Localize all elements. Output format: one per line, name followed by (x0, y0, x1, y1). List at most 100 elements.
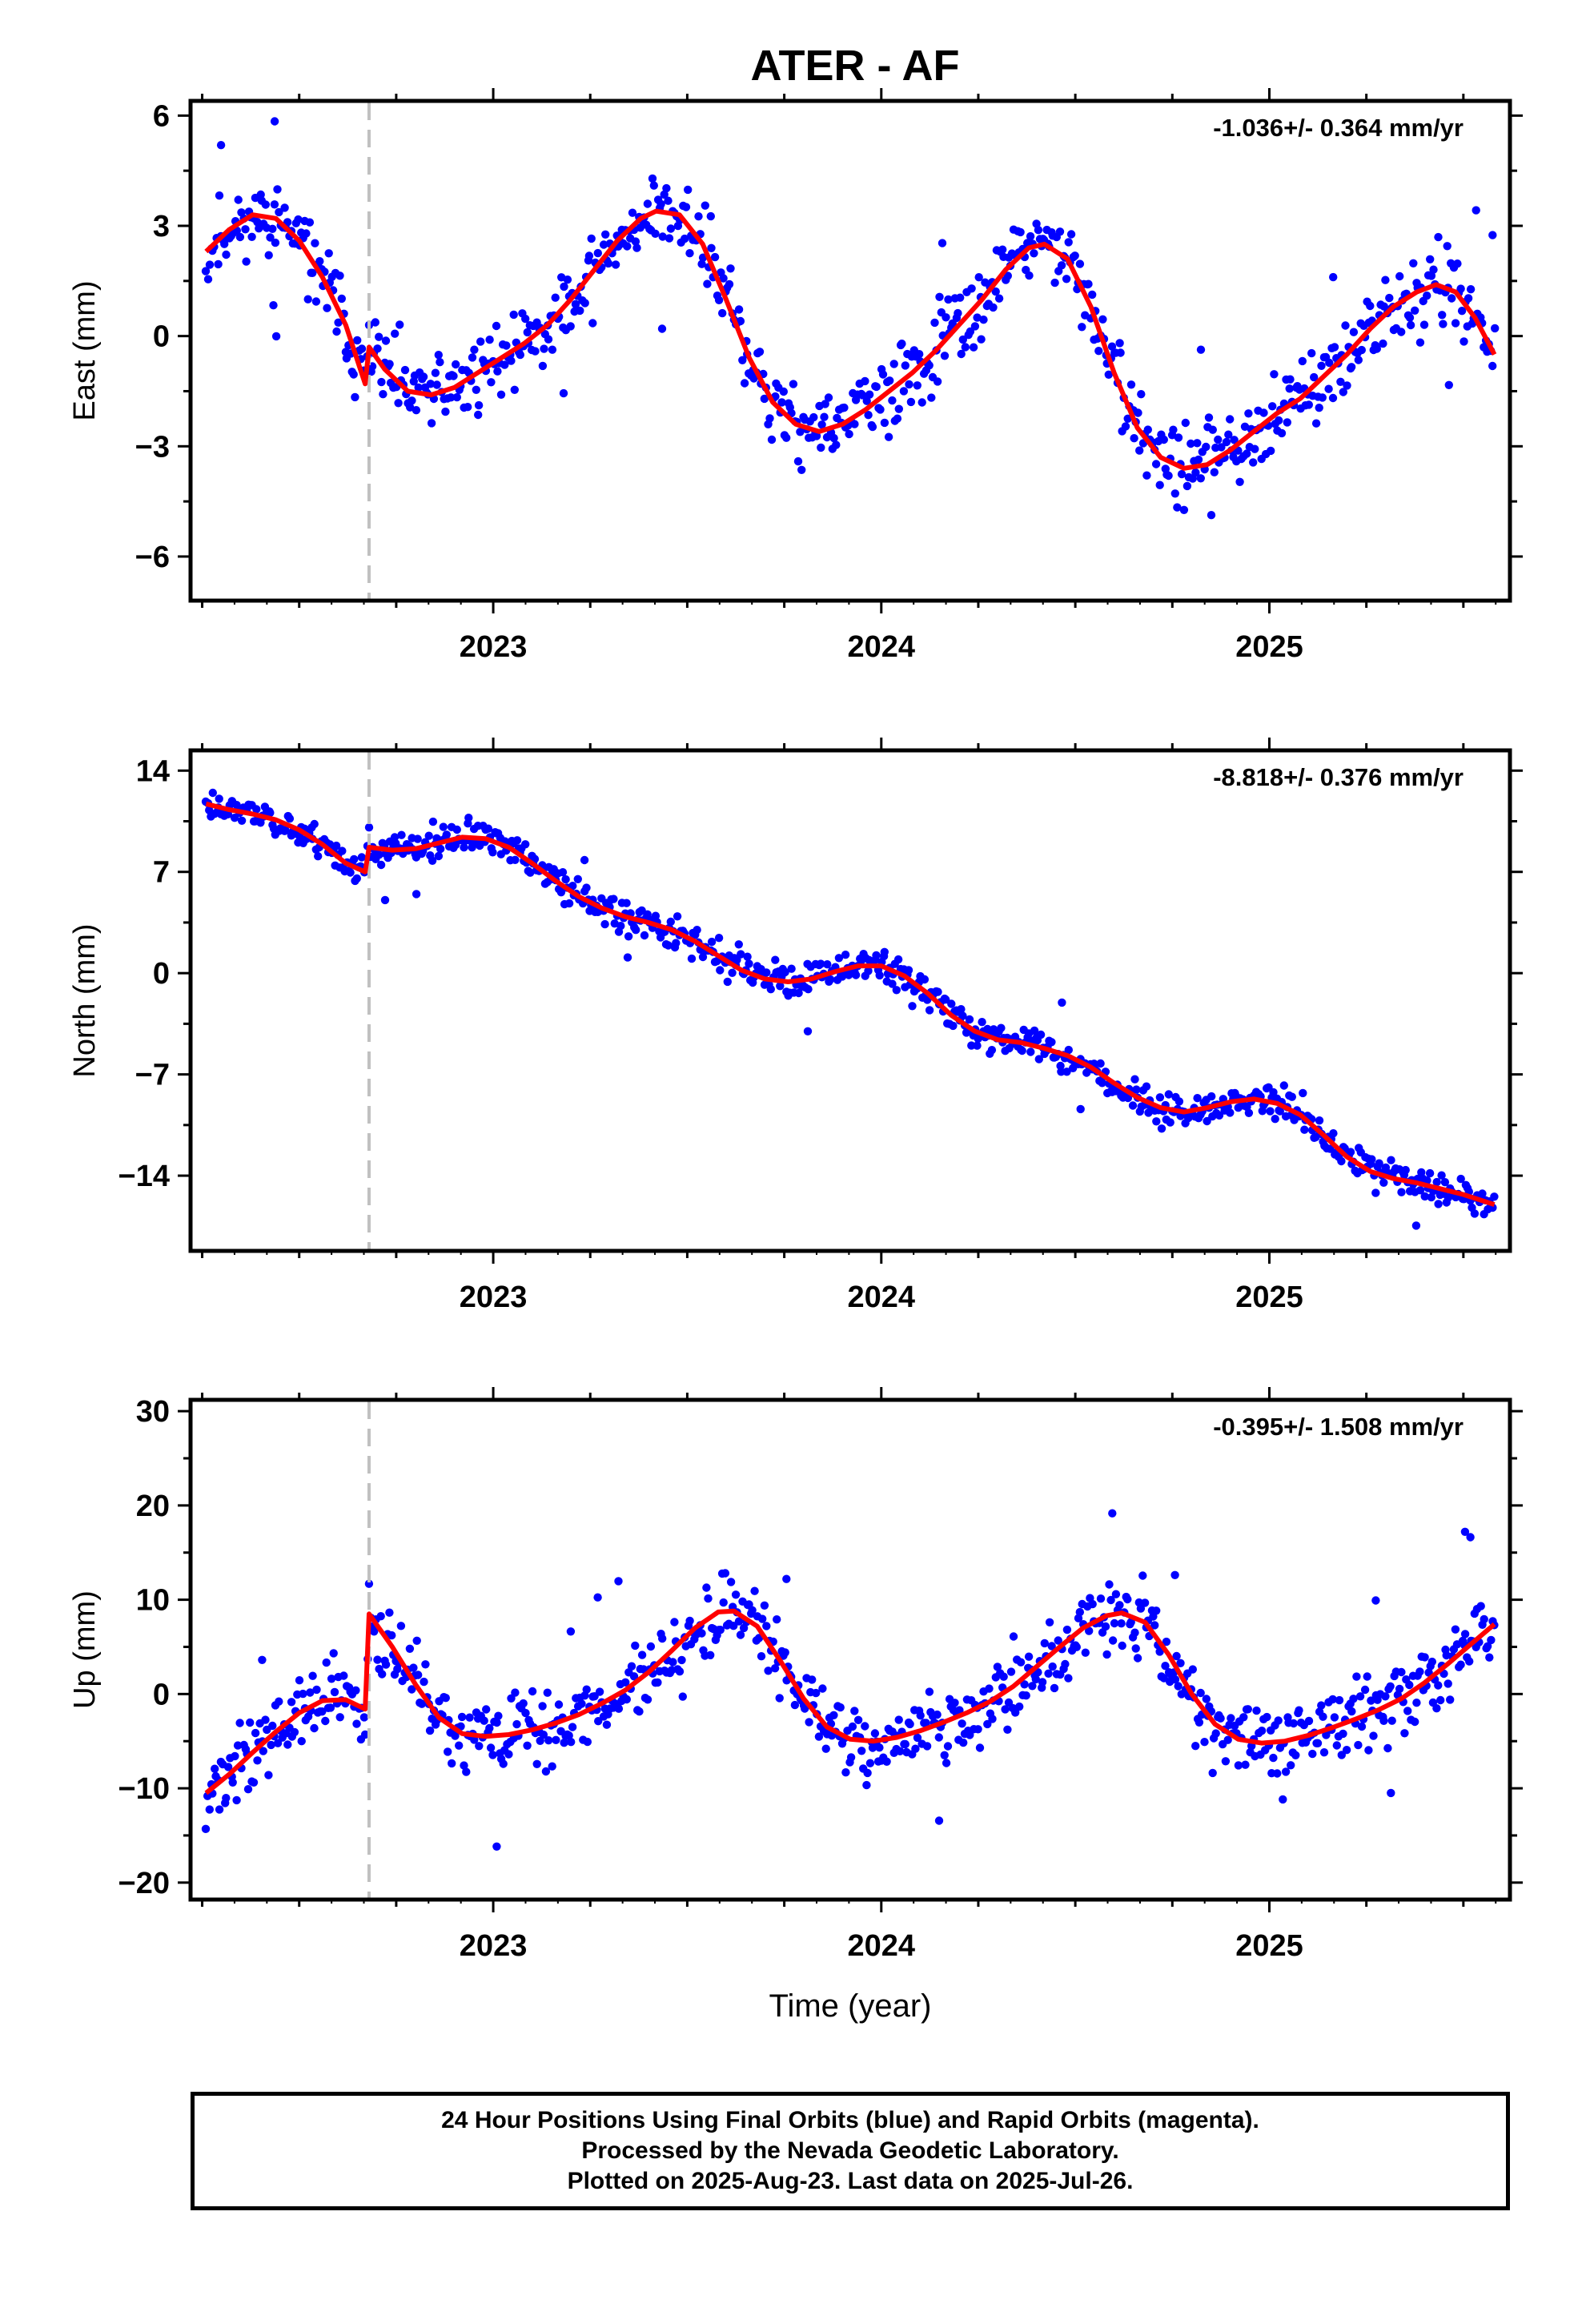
east-point (1415, 338, 1425, 347)
up-point (1138, 1571, 1147, 1580)
north-point (1440, 1178, 1450, 1187)
east-point (1434, 232, 1443, 242)
east-point (1026, 231, 1035, 241)
up-point (850, 1707, 859, 1715)
east-point (1456, 284, 1465, 293)
up-point (1105, 1580, 1114, 1589)
east-point (1275, 416, 1283, 425)
up-point (950, 1699, 959, 1707)
north-point (434, 851, 444, 861)
east-point (1143, 425, 1153, 434)
east-point (593, 248, 602, 258)
east-point (1094, 347, 1103, 356)
east-point (580, 299, 589, 308)
up-point (1081, 1648, 1090, 1657)
east-point (967, 284, 976, 293)
east-point (1419, 320, 1429, 329)
up-point (567, 1738, 576, 1747)
east-point (850, 420, 859, 428)
east-point (1174, 433, 1183, 442)
east-point (357, 344, 367, 353)
north-point (1096, 1059, 1105, 1068)
east-point (436, 358, 444, 367)
east-point (548, 345, 557, 354)
north-point (949, 1021, 958, 1031)
up-point (988, 1715, 997, 1723)
east-point (1179, 505, 1189, 514)
north-point (728, 968, 737, 978)
north-point (1490, 1192, 1499, 1201)
up-point (614, 1577, 623, 1586)
east-x-tick-label: 2024 (848, 630, 916, 664)
up-point (1117, 1619, 1126, 1628)
north-point (390, 833, 400, 842)
east-point (1385, 293, 1394, 303)
east-point (694, 212, 703, 221)
up-point (1405, 1680, 1414, 1690)
east-point (998, 245, 1007, 254)
east-point (1325, 358, 1334, 368)
up-point (829, 1711, 838, 1719)
up-point (1415, 1667, 1424, 1676)
east-point (710, 252, 720, 262)
east-point (203, 275, 213, 283)
north-point (826, 975, 835, 984)
up-point (488, 1751, 497, 1759)
north-y-tick-label: −14 (118, 1160, 170, 1193)
east-point (235, 232, 245, 242)
north-point (723, 977, 732, 987)
north-point (1226, 1108, 1235, 1117)
up-point (639, 1665, 648, 1674)
up-point (1434, 1681, 1443, 1690)
north-point (666, 917, 675, 927)
east-point (1123, 414, 1132, 423)
east-point (1259, 408, 1268, 417)
north-point (1034, 1055, 1044, 1063)
east-point (648, 174, 657, 183)
east-point (1137, 390, 1146, 399)
east-point (315, 257, 324, 266)
east-point (434, 351, 443, 360)
north-point (380, 895, 390, 905)
east-point (893, 414, 902, 423)
east-point (1488, 231, 1497, 239)
north-point (428, 817, 438, 826)
up-rate-label: -0.395+/- 1.508 mm/yr (1213, 1413, 1464, 1441)
up-point (1131, 1644, 1140, 1653)
east-point (623, 242, 632, 251)
east-point (1341, 321, 1350, 330)
east-point (1357, 345, 1367, 355)
north-point (1155, 1093, 1165, 1102)
up-point (482, 1705, 491, 1714)
east-point (566, 322, 575, 331)
up-point (614, 1704, 624, 1713)
north-point (375, 850, 383, 859)
east-point (994, 294, 1004, 303)
north-point (640, 931, 649, 940)
up-point (1367, 1696, 1375, 1705)
up-point (499, 1759, 508, 1768)
up-point (360, 1730, 370, 1739)
east-point (697, 259, 706, 268)
up-point (1411, 1717, 1419, 1727)
north-point (942, 995, 950, 1004)
east-point (1343, 381, 1351, 390)
up-point (492, 1718, 501, 1727)
east-point (888, 396, 897, 405)
up-point (544, 1736, 553, 1745)
north-point (484, 824, 493, 833)
east-point (1186, 439, 1195, 448)
east-point (760, 394, 769, 404)
east-point (242, 257, 251, 266)
up-point (637, 1651, 647, 1659)
up-point (299, 1689, 307, 1699)
north-point (556, 888, 566, 897)
up-point (1016, 1658, 1026, 1667)
north-point (350, 854, 359, 864)
up-point (1075, 1607, 1085, 1617)
east-point (681, 234, 689, 243)
north-point (1346, 1148, 1355, 1156)
north-ticks (178, 738, 1523, 1264)
up-point (1170, 1675, 1180, 1684)
east-point (426, 380, 435, 388)
